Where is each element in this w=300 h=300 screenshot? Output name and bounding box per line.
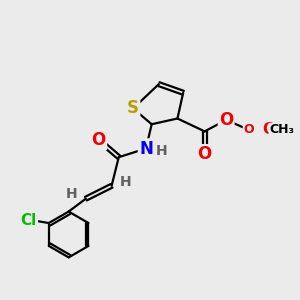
Text: S: S: [127, 100, 139, 118]
Text: N: N: [139, 140, 153, 158]
Text: O: O: [219, 111, 233, 129]
Text: H: H: [120, 176, 131, 189]
Text: Cl: Cl: [21, 213, 37, 228]
Text: O: O: [197, 145, 212, 163]
Text: O: O: [92, 131, 106, 149]
Text: CH₃: CH₃: [269, 124, 294, 136]
Text: O: O: [244, 124, 254, 136]
Text: O: O: [262, 122, 275, 137]
Text: H: H: [66, 188, 78, 201]
Text: H: H: [156, 144, 168, 158]
